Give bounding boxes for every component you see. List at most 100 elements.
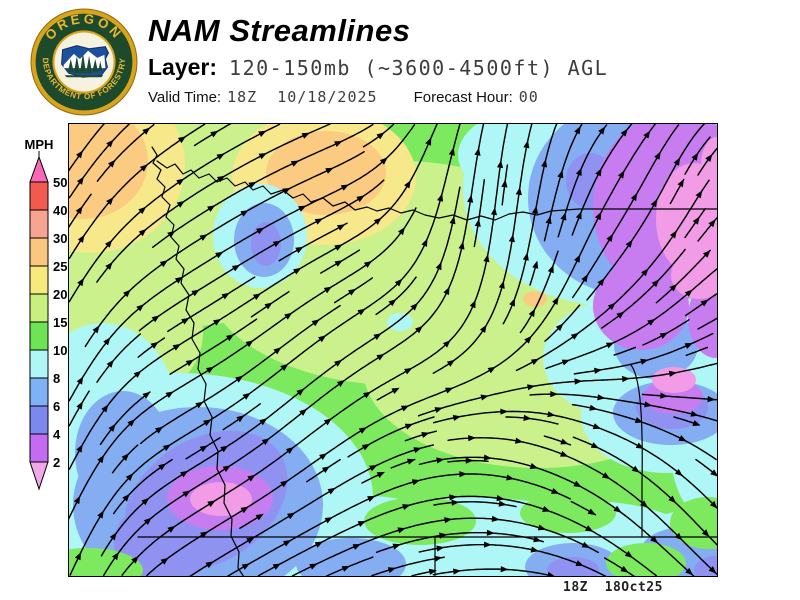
streamline-arrowhead [182,490,191,498]
streamline-arrowhead [650,535,658,544]
streamline [189,444,435,577]
streamline-arrowhead [142,391,151,399]
streamline-arrowhead [561,359,570,366]
streamline [375,276,417,316]
streamline-arrowhead [439,532,448,539]
speed-blob [364,497,476,545]
streamline-arrowhead [151,315,160,323]
streamline-arrowhead [143,517,152,525]
windspeed-shading-layer [68,123,718,577]
odf-logo-seal: OREGON DEPARTMENT OF FORESTRY [30,8,138,116]
streamline-arrowhead [207,500,216,508]
streamline-arrowhead [458,241,465,250]
streamline-arrowhead [620,565,629,573]
streamline-arrowhead [121,453,130,461]
streamline-arrowhead [436,545,445,552]
streamline-arrowhead [597,394,606,401]
streamline-arrowhead [547,571,556,577]
streamline-arrowhead [280,363,289,371]
streamline-arrowhead [217,175,226,183]
streamline-arrowhead [97,510,104,519]
streamline-arrowhead [158,463,167,471]
streamline-arrowhead [684,343,693,349]
streamline-arrowhead [670,230,677,239]
legend-tick-label: 30 [53,231,67,246]
streamline-arrowhead [449,494,458,501]
streamline-arrowhead [547,411,556,418]
streamline-arrowhead [497,160,504,169]
streamline-arrowhead [668,495,677,504]
streamline [684,293,718,317]
boundary-line [156,160,718,221]
streamline [502,123,558,325]
streamline-arrowhead [388,299,397,307]
streamline-arrowhead [515,187,522,196]
streamline-arrowhead [261,438,270,446]
streamline-arrowhead [334,244,343,251]
streamline [684,208,706,239]
streamline-arrowhead [245,340,254,348]
streamline-arrowhead [325,167,334,174]
streamline-arrowhead [560,212,567,221]
streamline-arrowhead [678,435,687,442]
layer-value: 120-150mb (~3600-4500ft) AGL [229,56,609,81]
streamline-arrowhead [301,132,310,139]
streamline-arrowhead [256,227,265,235]
streamline-arrowhead [125,473,134,481]
streamline-arrowhead [127,419,136,427]
streamline-arrowhead [483,454,492,461]
streamline-arrowhead [290,160,300,167]
valid-time-value: 18Z 10/18/2025 [227,88,378,107]
streamline-arrowhead [557,170,564,179]
streamline-arrowhead [574,126,581,135]
legend-band [29,433,49,463]
streamline-arrowhead [248,181,257,189]
streamline-arrowhead [560,438,569,445]
streamline-arrowhead [560,450,569,457]
streamline-arrowhead [474,218,481,227]
streamline-arrowhead [674,468,683,477]
streamline-arrowhead [474,147,481,156]
streamline-arrowhead [702,250,711,258]
streamline-arrowhead [404,423,414,430]
streamline-arrowhead [138,206,147,215]
streamline-arrowhead [336,380,345,387]
streamline-arrowhead [195,401,204,409]
streamline-arrowhead [379,157,388,165]
streamline-arrowhead [585,525,594,532]
speed-blob [296,538,406,577]
legend-tick-label: 25 [53,259,67,274]
streamline [68,390,90,427]
streamline-arrowhead [484,541,492,548]
legend-band [29,321,49,351]
streamline-arrowhead [216,153,225,160]
streamline-arrowhead [508,234,515,243]
streamline-arrowhead [298,205,307,212]
streamline-arrowhead [532,260,539,269]
streamline-arrowhead [490,207,497,216]
streamline-arrowhead [106,197,114,205]
streamline-arrowhead [258,130,267,137]
streamline-arrowhead [707,396,716,403]
streamline-arrowhead [162,444,171,452]
streamline-arrowhead [669,283,678,292]
streamline-arrowhead [181,317,190,325]
streamline-arrowhead [205,561,214,569]
streamline-arrowhead [524,335,532,344]
speed-blob [251,222,281,266]
streamline-arrowhead [106,359,114,368]
streamline [417,362,718,417]
streamline-arrowhead [617,170,625,179]
streamline-arrowhead [605,342,615,349]
streamline-arrowhead [533,536,542,543]
streamline [84,150,365,348]
map-border [68,123,718,577]
legend-band [29,293,49,323]
streamline-arrowhead [550,391,558,398]
streamline [600,248,686,329]
streamline-arrowhead [105,239,113,248]
legend-band [29,265,49,295]
streamline-arrowhead [509,298,515,307]
legend-tick-label: 50 [53,175,67,190]
page-title: NAM Streamlines [148,13,411,48]
